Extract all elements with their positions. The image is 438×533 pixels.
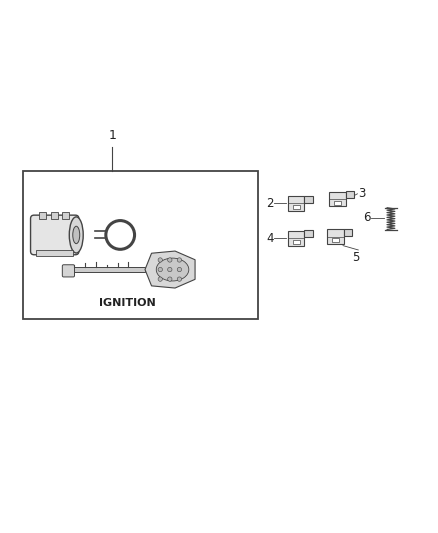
Bar [36,251,73,256]
Text: 6: 6 [363,211,371,224]
Circle shape [158,277,162,281]
Bar [327,230,344,244]
Ellipse shape [73,226,80,244]
Circle shape [168,268,172,272]
Bar [304,196,313,203]
Bar [39,212,46,219]
Bar [329,191,346,206]
Bar [288,231,304,246]
Circle shape [177,268,182,272]
Text: IGNITION: IGNITION [99,298,156,309]
Ellipse shape [69,217,83,253]
Text: 2: 2 [266,197,273,210]
Circle shape [168,277,172,281]
FancyBboxPatch shape [62,265,74,277]
Text: 3: 3 [358,187,366,200]
Bar [334,200,341,205]
Circle shape [177,277,182,281]
Bar [304,230,313,238]
Bar [23,171,258,319]
Circle shape [177,258,182,262]
Bar [346,191,354,198]
Bar [62,212,69,219]
Bar [293,205,300,209]
FancyBboxPatch shape [31,215,79,255]
Text: 4: 4 [266,232,273,245]
Polygon shape [145,251,195,288]
Ellipse shape [156,258,189,281]
Bar [288,196,304,211]
Text: 5: 5 [353,251,360,264]
Circle shape [168,258,172,262]
Circle shape [106,221,134,249]
Circle shape [158,268,162,272]
Bar [332,238,339,243]
Bar [50,212,57,219]
Bar [344,229,352,236]
Text: 1: 1 [109,128,117,142]
Bar [69,267,145,272]
Bar [293,240,300,244]
Circle shape [158,258,162,262]
